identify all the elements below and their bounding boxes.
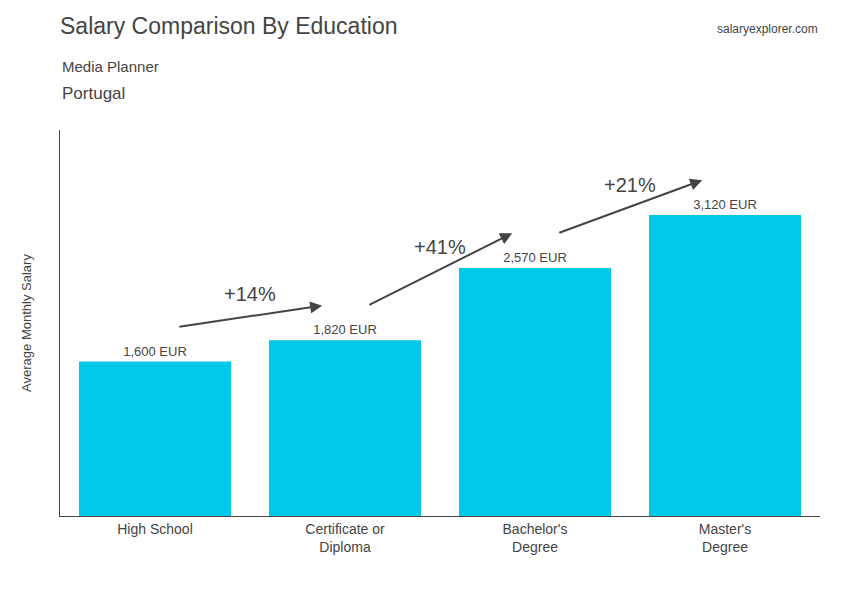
svg-text:1,600 EUR: 1,600 EUR (123, 344, 187, 359)
svg-text:1,820 EUR: 1,820 EUR (313, 322, 377, 337)
svg-text:+14%: +14% (224, 283, 276, 305)
svg-text:Bachelor'sDegree: Bachelor'sDegree (503, 521, 568, 555)
svg-text:+41%: +41% (414, 236, 466, 258)
svg-text:High School: High School (117, 521, 193, 537)
svg-text:+21%: +21% (604, 174, 656, 196)
svg-text:salaryexplorer.com: salaryexplorer.com (717, 22, 818, 36)
svg-text:Master'sDegree: Master'sDegree (699, 521, 751, 555)
svg-text:Certificate orDiploma: Certificate orDiploma (305, 521, 385, 555)
svg-text:Salary Comparison By Education: Salary Comparison By Education (60, 13, 398, 39)
svg-text:Media Planner: Media Planner (62, 58, 159, 75)
svg-text:2,570 EUR: 2,570 EUR (503, 250, 567, 265)
svg-text:Average Monthly Salary: Average Monthly Salary (19, 254, 34, 392)
svg-text:3,120 EUR: 3,120 EUR (693, 197, 757, 212)
svg-text:Portugal: Portugal (62, 84, 125, 103)
